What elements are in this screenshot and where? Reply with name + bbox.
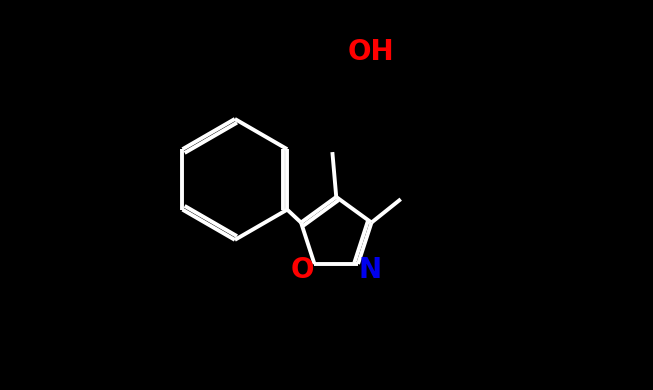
- Text: O: O: [291, 256, 315, 284]
- Text: N: N: [358, 256, 381, 284]
- Text: OH: OH: [348, 38, 394, 66]
